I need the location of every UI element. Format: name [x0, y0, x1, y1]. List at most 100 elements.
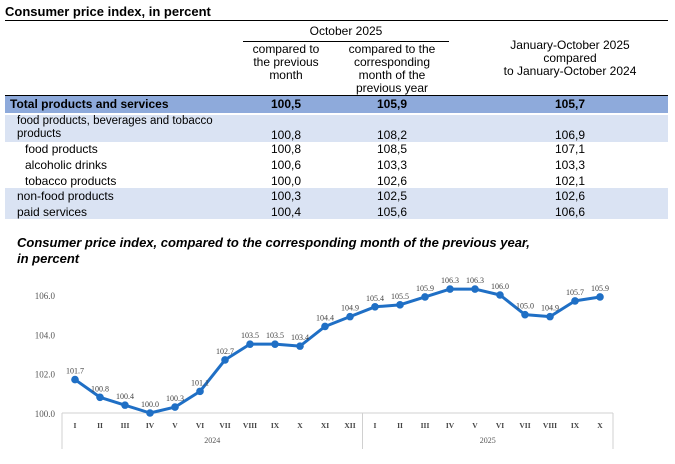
cell: 103,3 [554, 158, 586, 172]
cell: 107,1 [554, 142, 586, 156]
data-point [396, 301, 404, 309]
data-point [271, 340, 279, 348]
y-tick-label: 104.0 [35, 330, 56, 340]
header-line: compared to the [348, 42, 436, 56]
table-row: food products 100,8 108,5 107,1 [5, 142, 668, 158]
cell: 100,8 [270, 128, 302, 142]
cell: 105,7 [554, 97, 586, 111]
data-label: 103.5 [241, 331, 259, 340]
data-label: 105.9 [591, 284, 609, 293]
data-label: 103.4 [291, 333, 309, 342]
x-tick-label: I [374, 421, 377, 430]
cell: 100,3 [270, 189, 302, 203]
x-tick-label: III [421, 421, 430, 430]
table-row: tobacco products 100,0 102,6 102,1 [5, 174, 668, 188]
row-label: non-food products [17, 189, 114, 203]
divider [5, 95, 668, 96]
header-line: to January-October 2024 [503, 64, 637, 78]
cell: 105,6 [376, 205, 408, 219]
header-line: the previous [253, 55, 319, 69]
data-point [196, 387, 204, 396]
data-point [371, 303, 379, 311]
cell: 100,4 [270, 205, 302, 219]
cell: 102,6 [554, 189, 586, 203]
data-label: 105.9 [416, 284, 434, 293]
y-tick-label: 100.0 [35, 409, 56, 419]
header-line: compared [543, 51, 597, 65]
data-point [471, 285, 479, 293]
row-label: paid services [17, 205, 88, 219]
data-point [121, 401, 129, 409]
x-tick-label: VIII [243, 421, 257, 430]
data-point [146, 409, 154, 417]
data-label: 104.4 [316, 313, 334, 322]
x-tick-label: II [97, 421, 103, 430]
row-label: food products [25, 142, 98, 156]
data-point [246, 340, 254, 348]
data-point [496, 291, 504, 299]
x-tick-label: X [297, 421, 303, 430]
x-tick-label: IX [271, 421, 280, 430]
cell: 103,3 [376, 158, 408, 172]
chart-title: Consumer price index, compared to the co… [17, 235, 530, 266]
divider [243, 41, 449, 42]
cell: 102,5 [376, 189, 408, 203]
header-line: compared to [252, 42, 320, 56]
x-tick-label: III [121, 421, 130, 430]
data-label: 104.9 [341, 304, 359, 313]
cell: 108,5 [376, 142, 408, 156]
header-line: month of the [358, 68, 426, 82]
data-label: 105.0 [516, 302, 534, 311]
series-line [74, 287, 601, 415]
x-tick-label: VI [196, 421, 204, 430]
row-label: food products, beverages and tobacco prod… [17, 115, 213, 140]
data-point [421, 293, 429, 301]
cell: 102,6 [376, 174, 408, 188]
data-label: 105.4 [366, 294, 384, 303]
table-row-group: non-food products 100,3 102,5 102,6 paid… [5, 188, 668, 219]
header-line: corresponding [353, 55, 431, 69]
x-tick-label: X [597, 421, 603, 430]
x-tick-label: IV [146, 421, 155, 430]
x-tick-label: VI [496, 421, 504, 430]
row-label: Total products and services [10, 97, 169, 111]
table-row-total: Total products and services 100,5 105,9 … [5, 96, 668, 113]
data-point [521, 310, 529, 319]
data-label: 100.8 [91, 384, 109, 393]
cell: 100,8 [270, 142, 302, 156]
cell: 106,9 [554, 128, 586, 142]
data-label: 102.7 [216, 347, 234, 356]
data-label: 104.9 [541, 304, 559, 313]
data-label: 101.7 [66, 367, 84, 376]
x-tick-label: V [172, 421, 178, 430]
group-label: 2025 [480, 436, 496, 445]
cell: 100,5 [270, 97, 302, 111]
x-tick-label: IV [446, 421, 455, 430]
column-header-ytd: January-October 2025 compared to January-O… [480, 39, 660, 78]
column-header-prev-year: compared to the corresponding month of the… [335, 43, 449, 95]
table-title: Consumer price index, in percent [5, 4, 211, 19]
x-tick-label: VII [519, 421, 530, 430]
cell: 105,9 [376, 97, 408, 111]
data-label: 100.3 [166, 394, 184, 403]
data-point [171, 403, 179, 411]
group-label: 2024 [204, 436, 220, 445]
y-tick-label: 102.0 [35, 370, 56, 380]
x-tick-label: VIII [543, 421, 557, 430]
row-label: tobacco products [25, 174, 117, 188]
data-point [346, 312, 354, 321]
y-tick-label: 106.0 [35, 291, 56, 301]
header-line: January-October 2025 [510, 38, 630, 52]
data-point [571, 297, 579, 305]
data-label: 106.3 [466, 276, 484, 285]
cell: 100,6 [270, 158, 302, 172]
x-tick-label: VII [219, 421, 230, 430]
x-tick-label: XII [344, 421, 355, 430]
row-label: alcoholic drinks [25, 158, 108, 172]
data-point [221, 356, 229, 364]
cell: 102,1 [554, 174, 586, 188]
column-header-prev-month: compared to the previous month [243, 43, 329, 82]
data-point [446, 285, 454, 293]
cell: 106,6 [554, 205, 586, 219]
